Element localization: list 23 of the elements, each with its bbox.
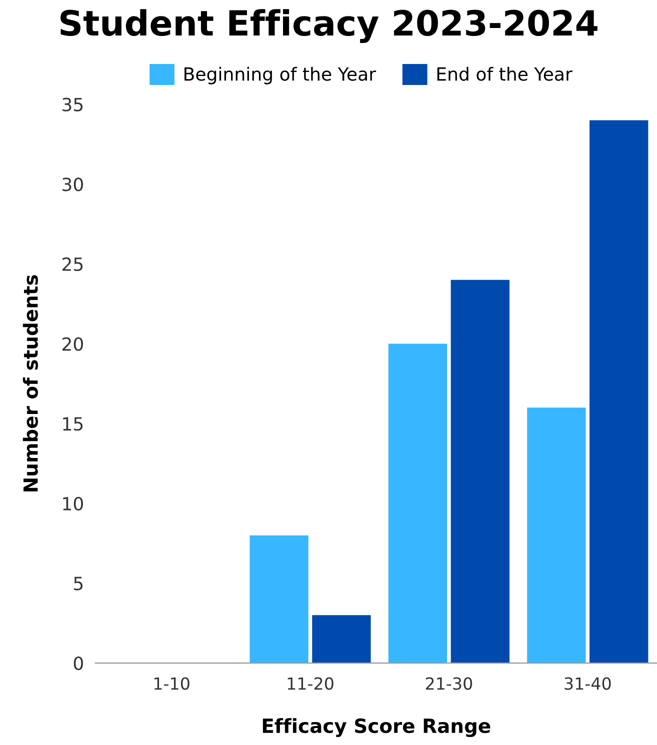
y-tick-label: 5 [74, 576, 83, 590]
bar [450, 280, 510, 664]
y-tick-label: 0 [74, 656, 83, 670]
x-tick-label: 11-20 [288, 677, 334, 690]
bar [250, 535, 308, 664]
x-tick-label: 31-40 [564, 677, 611, 690]
bar [312, 615, 371, 664]
y-tick-label: 30 [62, 178, 83, 192]
y-axis-title: Number of students [22, 275, 38, 492]
y-tick-label: 10 [63, 496, 83, 511]
x-tick-label: 1-10 [154, 677, 190, 690]
legend-label: Beginning of the Year [184, 66, 376, 84]
y-tick-label: 15 [63, 417, 83, 431]
bar [527, 408, 586, 664]
chart-title: Student Efficacy 2023-2024 [60, 9, 598, 44]
x-axis-title: Efficacy Score Range [262, 718, 490, 738]
y-tick-label: 25 [62, 257, 83, 272]
y-tick-label: 35 [62, 98, 83, 112]
y-tick-label: 20 [62, 337, 83, 351]
bar [590, 120, 648, 664]
legend-label: End of the Year [437, 66, 572, 81]
x-tick-label: 21-30 [426, 677, 472, 690]
bar [388, 344, 448, 664]
